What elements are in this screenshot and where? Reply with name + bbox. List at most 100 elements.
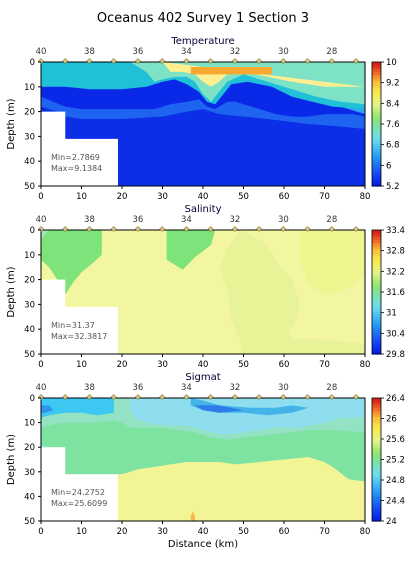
top-tick-label: 38 [84, 215, 95, 225]
colorbar-segment [372, 462, 381, 467]
x-tick-label: 0 [38, 360, 43, 370]
x-tick-label: 20 [117, 192, 128, 202]
colorbar-segment [372, 310, 381, 315]
colorbar-segment [372, 425, 381, 430]
top-tick-label: 38 [84, 383, 95, 393]
contour-band [166, 230, 216, 270]
colorbar-segment [372, 142, 381, 147]
y-tick-label: 0 [30, 226, 35, 236]
colorbar-segment [372, 130, 381, 134]
colorbar-segment [372, 499, 381, 504]
y-tick-label: 40 [24, 492, 35, 502]
top-tick-label: 30 [278, 47, 289, 57]
colorbar-tick-label: 29.8 [386, 350, 405, 360]
colorbar-segment [372, 276, 381, 281]
station-marker [353, 394, 359, 400]
colorbar-segment [372, 313, 381, 318]
colorbar-tick-label: 5.2 [386, 182, 400, 192]
colorbar-tick-label: 8.4 [386, 99, 400, 109]
station-marker [231, 226, 238, 232]
station-marker [110, 226, 117, 232]
contour-band [219, 230, 365, 354]
colorbar-segment [372, 179, 381, 184]
colorbar-segment [372, 444, 381, 448]
colorbar-segment [372, 99, 381, 103]
top-tick-label: 36 [133, 215, 144, 225]
colorbar-segment [372, 155, 381, 159]
blank-region [41, 447, 118, 521]
top-tick-label: 34 [181, 215, 192, 225]
station-marker [328, 394, 335, 400]
blank-region [41, 111, 118, 186]
colorbar-segment [372, 468, 381, 473]
colorbar-segment [372, 431, 381, 436]
panel-temperature: Temperature 40 38 36 34 32 30 28 0 10 20 30 40 50 Dept… [6, 36, 400, 202]
colorbar-segment [372, 477, 381, 482]
station-marker [110, 58, 117, 64]
colorbar-segment [372, 120, 381, 125]
colorbar-tick-label: 25.2 [386, 456, 405, 466]
colorbar-segment [372, 236, 381, 240]
top-tick-label: 32 [229, 383, 240, 393]
colorbar-segment [372, 65, 381, 69]
y-tick-label: 0 [30, 394, 35, 404]
colorbar-segment [372, 335, 381, 340]
colorbar-segment [372, 456, 381, 461]
y-axis-label: Depth (m) [6, 98, 17, 149]
stats-annotation: Min=24.2752 [51, 488, 105, 497]
top-tick-label: 38 [84, 47, 95, 57]
colorbar-segment [372, 248, 381, 253]
contour-band [41, 230, 102, 295]
colorbar-segment [372, 450, 381, 454]
top-tick-label: 32 [229, 47, 240, 57]
colorbar-segment [372, 62, 381, 66]
colorbar-segment [372, 164, 381, 168]
colorbar-segment [372, 285, 381, 290]
contour-field [41, 230, 365, 354]
colorbar-tick-label: 25.6 [386, 435, 405, 445]
colorbar-segment [372, 245, 381, 250]
station-marker [207, 394, 214, 400]
x-tick-label: 20 [117, 527, 128, 537]
top-tick-label: 40 [36, 215, 47, 225]
y-tick-label: 10 [24, 83, 35, 93]
top-tick-label: 30 [278, 383, 289, 393]
colorbar-segment [372, 251, 381, 256]
station-marker [256, 394, 263, 400]
contour-band [41, 62, 365, 105]
station-marker [183, 226, 190, 232]
colorbar-tick-label: 32.2 [386, 267, 405, 277]
colorbar-segment [372, 145, 381, 150]
colorbar-segment [372, 117, 381, 122]
colorbar-segment [372, 404, 381, 408]
station-marker [280, 58, 287, 64]
y-tick-label: 20 [24, 443, 35, 453]
contour-band [41, 398, 114, 418]
station-marker [183, 394, 190, 400]
station-marker [110, 394, 117, 400]
colorbar-segment [372, 68, 381, 72]
colorbar-segment [372, 441, 381, 445]
station-marker [353, 226, 359, 232]
colorbar-segment [372, 111, 381, 116]
colorbar-tick-label: 32.8 [386, 247, 405, 257]
y-axis-label: Depth (m) [6, 266, 17, 317]
x-tick-label: 30 [157, 192, 168, 202]
top-tick-label: 28 [326, 383, 337, 393]
station-marker [304, 226, 311, 232]
x-tick-label: 60 [279, 527, 290, 537]
colorbar-segment [372, 496, 381, 501]
colorbar-segment [372, 89, 381, 94]
station-marker [280, 394, 287, 400]
colorbar-segment [372, 273, 381, 278]
panels: Temperature 40 38 36 34 32 30 28 0 10 20 30 40 50 Dept… [6, 36, 405, 550]
x-tick-label: 70 [319, 192, 330, 202]
colorbar-segment [372, 447, 381, 451]
colorbar-segment [372, 173, 381, 178]
station-marker [231, 394, 238, 400]
x-axis-label: Distance (km) [168, 539, 238, 550]
colorbar-segment [372, 517, 381, 522]
contour-band [65, 457, 365, 521]
colorbar-segment [372, 398, 381, 402]
x-tick-label: 70 [319, 527, 330, 537]
